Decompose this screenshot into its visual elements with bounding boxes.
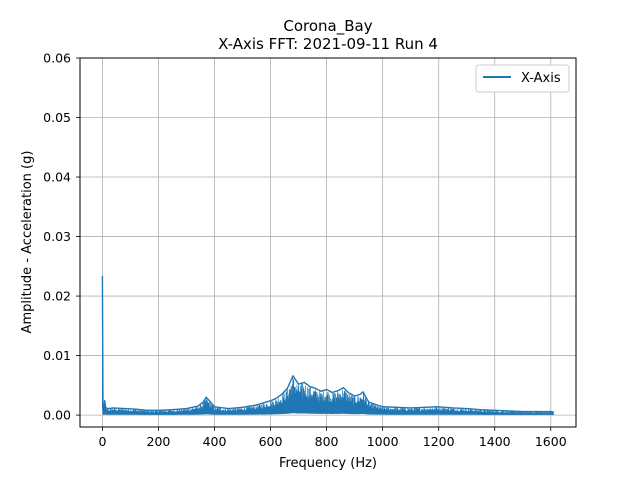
x-tick-label: 1400 bbox=[479, 434, 511, 449]
data-point bbox=[205, 396, 207, 398]
data-point bbox=[197, 405, 199, 407]
data-point bbox=[303, 381, 305, 383]
data-point bbox=[536, 410, 538, 413]
x-tick-label: 600 bbox=[259, 434, 283, 449]
legend-label: X-Axis bbox=[521, 71, 561, 86]
y-tick-label: 0.04 bbox=[43, 170, 71, 185]
data-point bbox=[286, 387, 288, 389]
x-tick-label: 1000 bbox=[367, 434, 399, 449]
grid-layer bbox=[80, 57, 576, 427]
data-point bbox=[522, 410, 524, 413]
data-point bbox=[105, 407, 107, 409]
y-tick-label: 0.06 bbox=[43, 51, 71, 66]
data-point bbox=[396, 406, 398, 408]
plot-area bbox=[80, 58, 576, 427]
data-point bbox=[424, 406, 426, 408]
data-point bbox=[326, 388, 328, 391]
data-point bbox=[452, 407, 454, 409]
chart-subtitle: X-Axis FFT: 2021-09-11 Run 4 bbox=[218, 35, 438, 53]
chart-title: Corona_Bay bbox=[283, 17, 372, 36]
data-point bbox=[297, 383, 300, 385]
data-point bbox=[241, 406, 244, 408]
data-point bbox=[466, 407, 468, 410]
data-point bbox=[227, 407, 230, 410]
data-point bbox=[348, 392, 350, 394]
data-point bbox=[208, 399, 210, 401]
data-point bbox=[331, 391, 333, 394]
x-tick-label: 200 bbox=[147, 434, 171, 449]
data-point bbox=[171, 409, 174, 411]
data-point bbox=[508, 410, 510, 412]
data-point bbox=[213, 406, 216, 408]
y-tick-label: 0.03 bbox=[43, 229, 71, 244]
plot-frame bbox=[79, 57, 577, 428]
data-point bbox=[314, 387, 316, 389]
data-point bbox=[185, 407, 188, 410]
data-point bbox=[146, 409, 148, 411]
data-point bbox=[382, 406, 384, 408]
data-point bbox=[494, 409, 496, 411]
data-point bbox=[113, 407, 115, 409]
x-tick-label: 800 bbox=[315, 434, 339, 449]
y-tick-label: 0.00 bbox=[43, 408, 71, 423]
x-tick-label: 400 bbox=[203, 434, 227, 449]
x-tick-label: 1600 bbox=[535, 434, 567, 449]
data-point bbox=[337, 390, 339, 392]
data-point bbox=[292, 375, 294, 377]
data-point bbox=[202, 401, 204, 403]
data-point bbox=[438, 406, 440, 408]
data-point bbox=[410, 407, 412, 409]
legend-box bbox=[475, 64, 570, 93]
data-point bbox=[480, 409, 482, 411]
y-tick-label: 0.02 bbox=[43, 289, 71, 304]
data-point bbox=[255, 404, 258, 406]
legend: X-Axis bbox=[475, 64, 570, 93]
data-point bbox=[104, 400, 106, 402]
x-axis-label: Frequency (Hz) bbox=[279, 456, 377, 471]
data-layer bbox=[101, 275, 555, 415]
data-point bbox=[157, 409, 160, 411]
y-tick-label: 0.01 bbox=[43, 348, 71, 363]
data-point bbox=[354, 395, 356, 397]
data-point bbox=[368, 401, 370, 403]
data-point bbox=[124, 407, 126, 410]
data-point bbox=[359, 393, 361, 395]
data-point bbox=[362, 391, 364, 393]
data-point bbox=[275, 397, 277, 400]
data-point bbox=[107, 407, 109, 410]
data-point bbox=[552, 411, 555, 413]
data-point bbox=[101, 275, 104, 278]
data-point bbox=[550, 410, 552, 413]
data-point bbox=[342, 387, 345, 389]
x-tick-label: 1200 bbox=[423, 434, 455, 449]
y-axis-label: Amplitude - Acceleration (g) bbox=[20, 151, 35, 334]
y-tick-label: 0.05 bbox=[43, 110, 71, 125]
data-point bbox=[135, 408, 137, 410]
data-point bbox=[320, 390, 322, 392]
data-point bbox=[103, 411, 105, 413]
data-point bbox=[376, 404, 378, 406]
data-point bbox=[309, 385, 311, 388]
data-point bbox=[269, 400, 272, 402]
tick-layer: 0 200 400 600 800 1000 1200 1400 1600 0.00 0.01 0.0… bbox=[43, 51, 567, 450]
x-tick-label: 0 bbox=[98, 434, 106, 449]
data-point bbox=[281, 393, 283, 395]
data-point bbox=[102, 408, 104, 410]
